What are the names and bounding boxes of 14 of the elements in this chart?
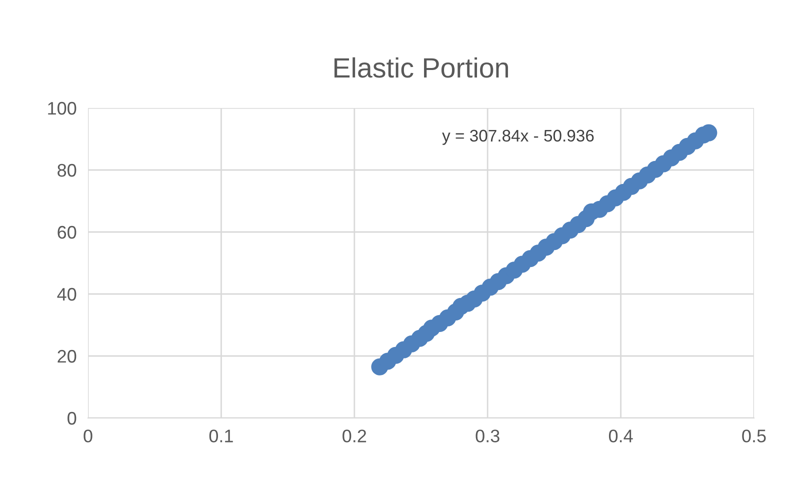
y-tick-label: 60 [58,226,76,239]
annotation: y = 307.84x - 50.936 [442,130,594,145]
y-tick-label: 0 [68,412,76,425]
y-tick-label: 80 [58,164,76,177]
x-tick-label: 0.4 [608,430,633,442]
y-tick-label: 100 [48,102,76,115]
y-tick-label: 20 [58,350,76,363]
x-tick-label: 0 [84,430,92,442]
chart-title: Elastic Portion [334,57,508,78]
x-tick-label: 0.5 [742,430,766,442]
x-tick-label: 0.3 [476,430,500,442]
x-tick-label: 0.1 [209,430,233,442]
y-tick-label: 40 [57,288,76,301]
x-tick-label: 0.2 [342,430,366,442]
